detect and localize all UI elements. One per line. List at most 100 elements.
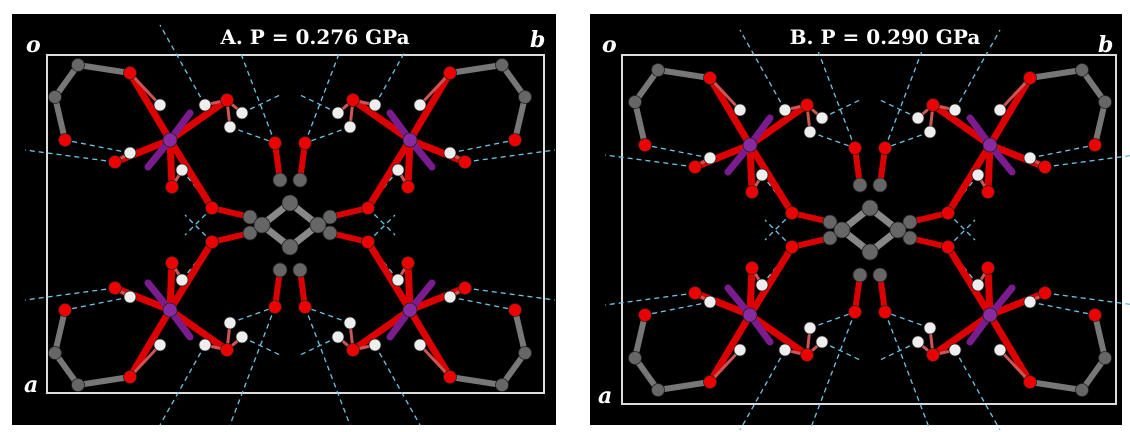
oxygen-atom [269,137,282,150]
carbon-atom [1099,96,1112,109]
oxygen-atom [689,287,702,300]
carbon-atom [862,200,878,216]
oxygen-atom [299,301,312,314]
hydrogen-atom [779,344,791,356]
hydrogen-atom [779,104,791,116]
oxygen-atom [59,304,72,317]
metal-atom [983,308,997,322]
carbon-atom [890,222,906,238]
hydrogen-atom [154,339,166,351]
carbon-atom [652,64,665,77]
hydrogen-atom [444,147,456,159]
hydrogen-atom [344,121,356,133]
axis-label: a [598,383,612,409]
oxygen-atom [879,142,892,155]
oxygen-atom [704,376,717,389]
metal-atom [743,308,757,322]
hydrogen-atom [756,279,768,291]
oxygen-atom [639,309,652,322]
hydrogen-atom [124,147,136,159]
hydrogen-atom [444,291,456,303]
hydrogen-atom [734,104,746,116]
hydrogen-atom [199,339,211,351]
carbon-atom [293,263,307,277]
oxygen-atom [206,202,219,215]
carbon-atom [629,96,642,109]
hydrogen-atom [972,169,984,181]
oxygen-atom [166,257,179,270]
hydrogen-atom [344,317,356,329]
metal-atom [983,138,997,152]
oxygen-atom [459,156,472,169]
carbon-atom [834,222,850,238]
hydrogen-atom [176,274,188,286]
oxygen-atom [347,94,360,107]
oxygen-atom [801,99,814,112]
oxygen-atom [299,137,312,150]
axis-label: o [26,32,41,58]
oxygen-atom [221,94,234,107]
oxygen-atom [927,99,940,112]
oxygen-atom [402,181,415,194]
carbon-atom [273,173,287,187]
hydrogen-atom [804,322,816,334]
carbon-atom [853,268,867,282]
metal-atom [743,138,757,152]
oxygen-atom [746,186,759,199]
carbon-atom [853,178,867,192]
oxygen-atom [444,67,457,80]
hydrogen-atom [369,339,381,351]
hydrogen-atom [994,104,1006,116]
hydrogen-atom [154,99,166,111]
carbon-atom [49,347,62,360]
oxygen-atom [206,236,219,249]
metal-atom [403,133,417,147]
panel-title: A. P = 0.276 GPa [219,25,409,49]
carbon-atom [873,178,887,192]
carbon-atom [652,384,665,397]
hydrogen-atom [199,99,211,111]
hydrogen-atom [236,107,248,119]
hydrogen-atom [912,336,924,348]
hydrogen-atom [392,274,404,286]
oxygen-atom [849,306,862,319]
axis-label: o [602,32,617,58]
hydrogen-atom [704,152,716,164]
carbon-atom [1099,352,1112,365]
oxygen-atom [879,306,892,319]
hydrogen-atom [224,317,236,329]
oxygen-atom [109,156,122,169]
carbon-atom [862,244,878,260]
hydrogen-atom [756,169,768,181]
carbon-atom [72,59,85,72]
oxygen-atom [786,207,799,220]
hydrogen-atom [949,344,961,356]
hydrogen-atom [124,291,136,303]
carbon-atom [496,59,509,72]
carbon-atom [1076,384,1089,397]
hydrogen-atom [994,344,1006,356]
oxygen-atom [927,349,940,362]
oxygen-atom [982,186,995,199]
hydrogen-atom [972,279,984,291]
metal-atom [163,133,177,147]
hydrogen-atom [924,322,936,334]
carbon-atom [496,379,509,392]
oxygen-atom [269,301,282,314]
hydrogen-atom [734,344,746,356]
axis-label: b [1098,32,1113,58]
carbon-atom [293,173,307,187]
hydrogen-atom [924,126,936,138]
metal-atom [163,303,177,317]
oxygen-atom [982,262,995,275]
carbon-atom [873,268,887,282]
oxygen-atom [639,139,652,152]
oxygen-atom [124,371,137,384]
oxygen-atom [849,142,862,155]
hydrogen-atom [414,339,426,351]
oxygen-atom [786,241,799,254]
hydrogen-atom [816,336,828,348]
hydrogen-atom [176,164,188,176]
oxygen-atom [942,207,955,220]
oxygen-atom [1089,139,1102,152]
